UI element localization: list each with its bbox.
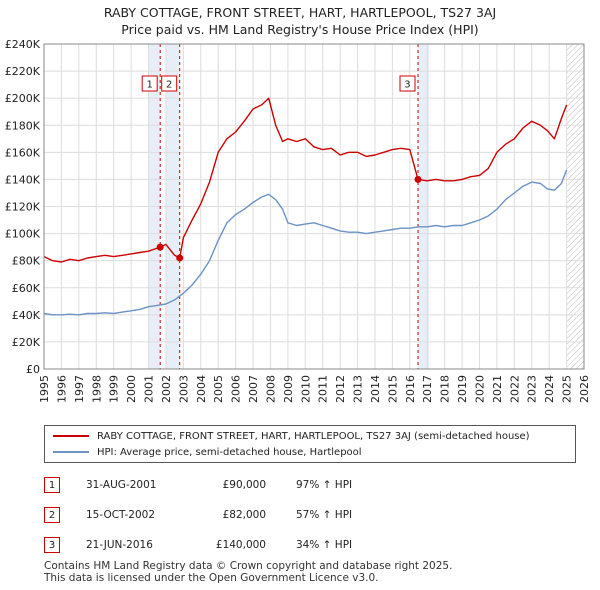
y-tick-label: £160K (5, 146, 41, 159)
x-tick-label: 1996 (55, 375, 68, 403)
x-tick-label: 1995 (38, 375, 51, 403)
property-line (43, 97, 568, 263)
legend-label-hpi: HPI: Average price, semi-detached house,… (97, 447, 362, 458)
y-tick-label: £180K (5, 119, 41, 132)
footer-copyright: Contains HM Land Registry data © Crown c… (44, 560, 453, 572)
footer-licence: This data is licensed under the Open Gov… (44, 572, 379, 584)
x-tick-label: 2025 (561, 375, 574, 403)
x-tick-label: 1999 (108, 375, 121, 403)
x-tick-label: 2019 (456, 375, 469, 403)
transaction-date: 31-AUG-2001 (86, 479, 157, 491)
x-tick-label: 2023 (526, 375, 539, 403)
x-tick-label: 2016 (404, 375, 417, 403)
marker-label: 1 (146, 80, 152, 91)
transaction-date: 21-JUN-2016 (86, 539, 153, 551)
transaction-row: 2 15-OCT-2002 £82,000 57% ↑ HPI (44, 507, 584, 525)
x-tick-label: 2020 (473, 375, 486, 403)
sale-point (414, 175, 422, 183)
x-tick-label: 1997 (73, 375, 86, 403)
y-tick-label: £80K (12, 255, 41, 268)
y-tick-label: £0 (26, 363, 40, 376)
transaction-row: 1 31-AUG-2001 £90,000 97% ↑ HPI (44, 477, 584, 495)
legend-label-property: RABY COTTAGE, FRONT STREET, HART, HARTLE… (97, 431, 530, 442)
legend-swatch-hpi (53, 451, 89, 453)
marker-label: 3 (404, 80, 410, 91)
x-tick-label: 2022 (508, 375, 521, 403)
x-tick-label: 2015 (386, 375, 399, 403)
x-tick-label: 2010 (299, 375, 312, 403)
transaction-row: 3 21-JUN-2016 £140,000 34% ↑ HPI (44, 537, 584, 555)
sale-point (156, 243, 164, 251)
x-tick-label: 2026 (578, 375, 591, 403)
legend: RABY COTTAGE, FRONT STREET, HART, HARTLE… (44, 425, 576, 463)
x-tick-label: 2012 (334, 375, 347, 403)
transaction-hpi: 97% ↑ HPI (296, 479, 353, 491)
x-tick-label: 2000 (125, 375, 138, 403)
transaction-number: 1 (44, 477, 60, 493)
x-tick-label: 2008 (264, 375, 277, 403)
x-tick-label: 2007 (247, 375, 260, 403)
transaction-price: £82,000 (222, 509, 266, 521)
x-tick-label: 2004 (195, 375, 208, 403)
transaction-hpi: 57% ↑ HPI (296, 509, 353, 521)
legend-swatch-property (53, 435, 89, 437)
x-tick-label: 2013 (352, 375, 365, 403)
x-tick-label: 2002 (160, 375, 173, 403)
footer: Contains HM Land Registry data © Crown c… (44, 560, 452, 584)
y-tick-label: £40K (12, 309, 41, 322)
chart-subtitle: Price paid vs. HM Land Registry's House … (121, 22, 479, 37)
transaction-number: 2 (44, 507, 60, 523)
x-tick-label: 1998 (90, 375, 103, 403)
y-tick-label: £20K (12, 336, 41, 349)
y-tick-label: £100K (5, 228, 41, 241)
plot-frame (43, 43, 585, 370)
x-tick-label: 2006 (230, 375, 243, 403)
y-tick-label: £220K (5, 65, 41, 78)
transaction-date: 15-OCT-2002 (86, 509, 155, 521)
x-tick-label: 2014 (369, 375, 382, 403)
chart-title: RABY COTTAGE, FRONT STREET, HART, HARTLE… (103, 5, 497, 20)
marker-label-box (141, 75, 158, 92)
marker-label-box (399, 75, 416, 92)
y-tick-label: £60K (12, 282, 41, 295)
x-tick-label: 2018 (439, 375, 452, 403)
x-tick-label: 2024 (543, 375, 556, 403)
legend-item-property: RABY COTTAGE, FRONT STREET, HART, HARTLE… (53, 431, 530, 445)
x-tick-label: 2021 (491, 375, 504, 403)
transaction-price: £140,000 (215, 539, 266, 551)
transaction-hpi: 34% ↑ HPI (296, 539, 353, 551)
price-chart: £0 £20K £40K £60K £80K £100K £120K £140K £160K £1… (5, 38, 591, 403)
y-tick-label: £140K (5, 173, 41, 186)
y-tick-label: £240K (5, 38, 41, 51)
x-tick-label: 2009 (282, 375, 295, 403)
sale-point (176, 254, 184, 262)
y-tick-label: £120K (5, 201, 41, 214)
x-tick-label: 2003 (177, 375, 190, 403)
marker-label: 2 (166, 80, 172, 91)
legend-item-hpi: HPI: Average price, semi-detached house,… (53, 447, 362, 461)
y-tick-label: £200K (5, 92, 41, 105)
x-tick-label: 2005 (212, 375, 225, 403)
x-tick-label: 2017 (421, 375, 434, 403)
x-tick-label: 2001 (143, 375, 156, 403)
marker-label-box (161, 75, 178, 92)
x-tick-label: 2011 (317, 375, 330, 403)
transaction-number: 3 (44, 537, 60, 553)
transaction-price: £90,000 (222, 479, 266, 491)
hpi-line (43, 169, 568, 316)
